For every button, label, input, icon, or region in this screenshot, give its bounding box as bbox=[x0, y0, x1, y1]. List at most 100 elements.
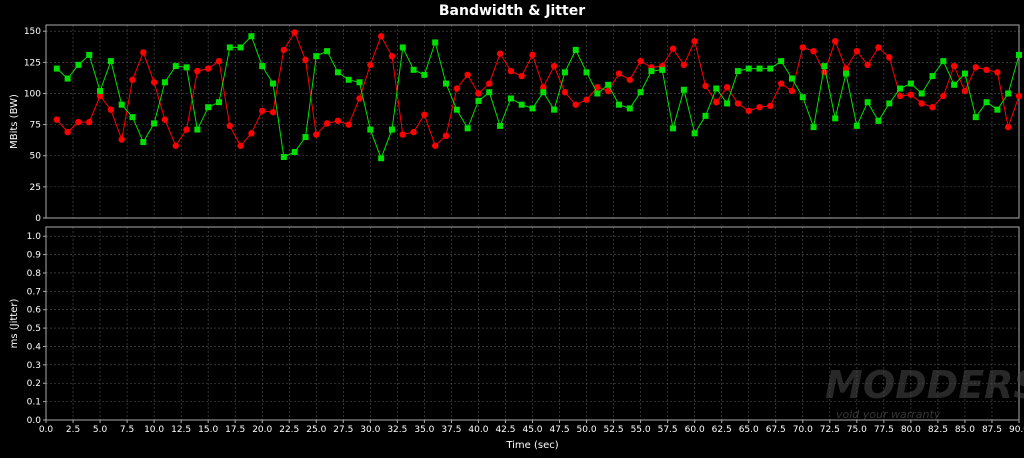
series-point-square bbox=[875, 117, 882, 124]
series-point-square bbox=[821, 63, 828, 70]
series-point-circle bbox=[799, 44, 806, 51]
series-point-square bbox=[1016, 51, 1022, 58]
x-tick-label: 77.5 bbox=[874, 425, 894, 435]
series-point-square bbox=[659, 66, 666, 73]
series-point-circle bbox=[86, 118, 93, 126]
y-tick-label: 0.9 bbox=[27, 251, 42, 261]
y-tick-label: 50 bbox=[30, 152, 42, 162]
series-point-circle bbox=[323, 120, 331, 127]
series-point-square bbox=[464, 125, 471, 132]
series-point-square bbox=[356, 79, 363, 86]
series-point-circle bbox=[702, 82, 709, 90]
x-tick-label: 57.5 bbox=[658, 425, 678, 435]
series-point-square bbox=[161, 79, 168, 86]
series-point-circle bbox=[583, 96, 590, 103]
series-point-circle bbox=[518, 72, 525, 80]
series-line-0 bbox=[56, 31, 1020, 147]
series-point-square bbox=[843, 70, 850, 77]
series-point-circle bbox=[96, 92, 104, 100]
y-tick-label: 25 bbox=[30, 183, 41, 193]
series-point-square bbox=[248, 33, 255, 40]
series-point-square bbox=[810, 124, 817, 131]
series-point-circle bbox=[896, 92, 904, 100]
series-point-circle bbox=[464, 71, 471, 79]
x-tick-label: 20.0 bbox=[252, 425, 272, 435]
x-tick-label: 80.0 bbox=[901, 425, 921, 435]
series-point-circle bbox=[194, 67, 201, 75]
y-tick-label: 75 bbox=[30, 121, 41, 131]
series-point-square bbox=[756, 65, 763, 72]
series-point-square bbox=[443, 80, 450, 87]
series-point-circle bbox=[334, 117, 342, 125]
series-point-square bbox=[680, 86, 687, 93]
series-point-square bbox=[637, 89, 644, 96]
x-tick-label: 50.0 bbox=[577, 425, 597, 435]
x-tick-label: 37.5 bbox=[441, 425, 461, 435]
x-tick-label: 85.0 bbox=[955, 425, 975, 435]
series-point-circle bbox=[226, 122, 233, 130]
chart-title: Bandwidth & Jitter bbox=[438, 3, 586, 19]
x-tick-label: 27.5 bbox=[333, 425, 353, 435]
series-point-circle bbox=[475, 90, 482, 97]
x-tick-label: 62.5 bbox=[712, 425, 732, 435]
series-point-circle bbox=[680, 61, 688, 69]
series-point-square bbox=[410, 66, 417, 73]
series-point-circle bbox=[237, 142, 244, 149]
series-point-square bbox=[561, 69, 568, 76]
x-tick-label: 87.5 bbox=[982, 425, 1002, 435]
x-tick-label: 2.5 bbox=[66, 425, 80, 435]
series-point-circle bbox=[183, 126, 190, 133]
series-point-square bbox=[972, 114, 979, 121]
series-point-square bbox=[648, 68, 655, 75]
x-tick-label: 70.0 bbox=[793, 425, 813, 435]
series-point-circle bbox=[615, 70, 623, 77]
series-point-circle bbox=[140, 49, 147, 56]
series-point-circle bbox=[377, 33, 385, 40]
series-point-circle bbox=[129, 76, 136, 83]
y-tick-label: 1.0 bbox=[27, 232, 42, 242]
x-tick-label: 90.0 bbox=[1009, 425, 1024, 435]
series-point-square bbox=[605, 81, 612, 88]
series-point-square bbox=[205, 104, 212, 111]
series-point-circle bbox=[291, 29, 298, 36]
series-point-square bbox=[907, 80, 914, 87]
y-tick-label: 0.4 bbox=[27, 342, 42, 352]
series-point-circle bbox=[356, 95, 363, 102]
series-point-square bbox=[53, 65, 60, 72]
plot-area-border bbox=[45, 24, 1020, 219]
x-tick-label: 25.0 bbox=[306, 425, 326, 435]
series-point-circle bbox=[496, 50, 504, 57]
series-point-circle bbox=[994, 69, 1001, 76]
series-point-square bbox=[799, 94, 806, 101]
series-point-circle bbox=[940, 92, 947, 100]
series-point-circle bbox=[842, 65, 850, 72]
series-point-circle bbox=[269, 108, 277, 116]
series-point-square bbox=[270, 80, 277, 87]
series-point-circle bbox=[107, 106, 115, 113]
series-point-circle bbox=[388, 52, 396, 60]
series-point-circle bbox=[1015, 92, 1023, 100]
x-tick-label: 0.0 bbox=[39, 425, 54, 435]
series-point-circle bbox=[486, 80, 493, 87]
watermark-logo: MODDERS INC. void your warranty bbox=[825, 363, 1024, 421]
series-point-square bbox=[540, 89, 547, 96]
ticks-layer: 0 25 50 75 100 125 150 0.0 0.1 0.2 0.3 0.4 0.5 0.6 0.7… bbox=[24, 27, 1024, 435]
series-point-square bbox=[334, 69, 341, 76]
series-point-circle bbox=[734, 100, 742, 107]
series-point-square bbox=[194, 126, 201, 133]
series-point-square bbox=[594, 90, 601, 97]
series-point-circle bbox=[313, 131, 320, 138]
series-point-circle bbox=[172, 142, 179, 149]
series-point-square bbox=[767, 65, 774, 72]
series-point-square bbox=[129, 114, 136, 121]
series-point-circle bbox=[53, 116, 61, 123]
series-point-circle bbox=[64, 128, 71, 136]
series-point-circle bbox=[950, 62, 958, 70]
series-point-square bbox=[302, 134, 309, 141]
x-tick-label: 17.5 bbox=[225, 425, 245, 435]
series-point-square bbox=[453, 106, 460, 113]
series-point-circle bbox=[961, 87, 969, 95]
x-tick-label: 5.0 bbox=[93, 425, 108, 435]
series-point-circle bbox=[367, 61, 374, 69]
